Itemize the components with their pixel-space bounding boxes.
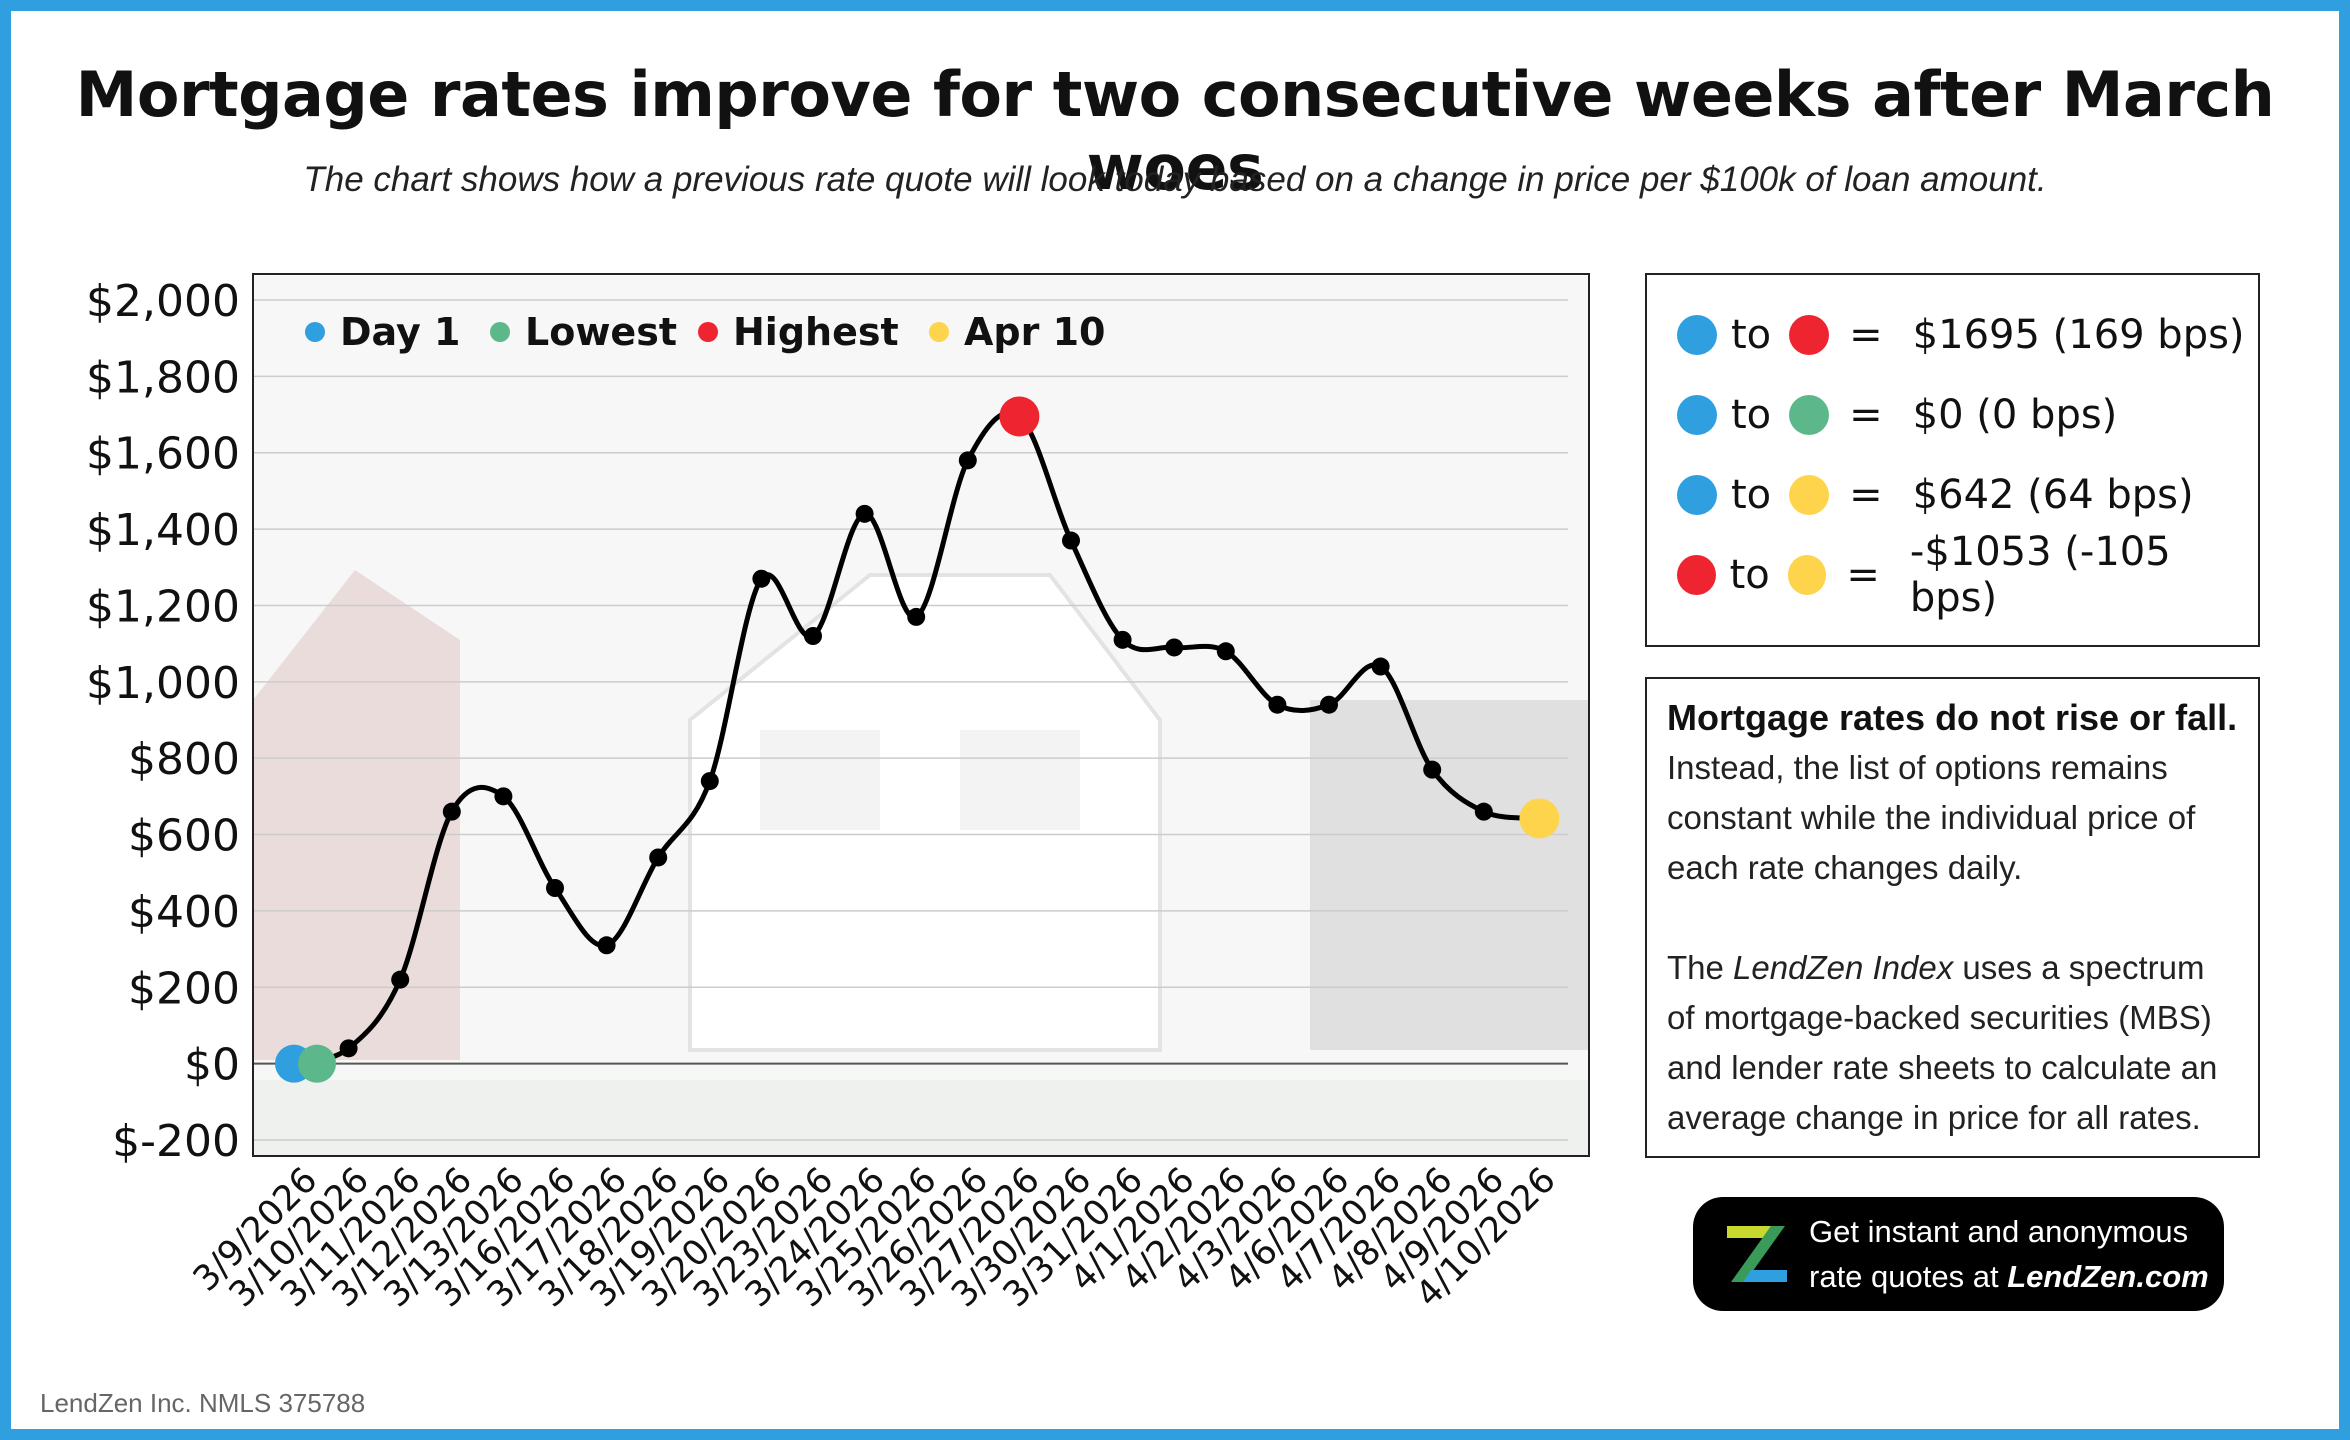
summary-row: to = -$1053 (-105 bps) [1677,529,2258,621]
summary-value: -$1053 (-105 bps) [1909,529,2171,621]
y-tick-label: $1,400 [86,505,240,556]
chart-title: Mortgage rates improve for two consecuti… [75,58,2275,204]
data-point [1474,802,1493,821]
to-word: to [1729,552,1770,598]
equals-sign: = [1849,312,1883,358]
data-point [1371,657,1390,676]
info-line: average change in price for all rates. [1667,1099,2201,1136]
data-point [442,802,461,821]
y-tick-label: $400 [128,887,240,938]
chart-subtitle: The chart shows how a previous rate quot… [303,160,2047,199]
cta-line-1: Get instant and anonymous [1809,1214,2189,1249]
equals-sign: = [1849,472,1883,518]
y-tick-label: $0 [184,1040,240,1091]
info-line: The LendZen Index uses a spectrum [1667,949,2205,986]
latest-dot [1787,555,1827,595]
data-point [649,848,668,867]
summary-row: to = $1695 (169 bps) [1677,305,2245,365]
info-line: Instead, the list of options remains [1667,749,2168,786]
y-tick-label: $200 [128,963,240,1014]
legend-label: Highest [733,310,899,354]
cta-line-2: rate quotes at LendZen.com [1809,1259,2209,1294]
data-point [546,879,564,897]
y-tick-label: $1,200 [86,581,240,632]
lowest-dot [1789,395,1830,435]
highest-marker [999,396,1040,437]
latest-marker [1519,798,1560,839]
lendzen-logo-icon [1727,1226,1787,1282]
to-word: to [1731,312,1772,358]
info-panel: Mortgage rates do not rise or fall. Inst… [1645,677,2260,1158]
data-point [391,970,410,989]
cta-text: Get instant and anonymous rate quotes at… [1809,1209,2209,1299]
highest-dot [1677,555,1716,595]
legend-label: Day 1 [340,310,460,354]
data-point [958,451,977,470]
data-point [855,504,874,523]
day1-dot [1677,315,1717,355]
equals-sign: = [1849,392,1883,438]
data-point [1423,760,1442,779]
day1-dot [1677,395,1717,435]
data-point [1320,695,1338,714]
data-point [1268,695,1287,714]
cta-brand-link: LendZen.com [2007,1259,2209,1294]
get-quotes-button[interactable]: Get instant and anonymous rate quotes at… [1693,1197,2224,1311]
summary-row: to = $0 (0 bps) [1677,385,2117,445]
to-word: to [1731,392,1772,438]
data-point [494,787,513,806]
data-point [1165,638,1184,657]
legend-swatch [698,322,718,342]
lendzen-index-term: LendZen Index [1733,949,1954,986]
data-point [804,627,822,645]
y-tick-label: $1,800 [86,352,240,403]
highest-dot [1789,315,1830,355]
y-tick-label: $2,000 [86,276,240,327]
rate-change-summary-panel: to = $1695 (169 bps) to = $0 (0 bps) to = $642 (… [1645,273,2260,647]
y-tick-label: $1,000 [86,658,240,709]
y-tick-label: $800 [128,734,240,785]
info-line: and lender rate sheets to calculate an [1667,1049,2218,1086]
data-point [1113,630,1132,649]
summary-value: $642 (64 bps) [1912,472,2194,518]
lowest-marker [298,1044,336,1083]
data-point [1216,642,1235,661]
info-heading: Mortgage rates do not rise or fall. [1667,697,2238,738]
data-point [597,936,616,955]
legend-swatch [305,322,325,342]
house-background-illustration [253,276,1590,1156]
info-line: constant while the individual price of [1667,799,2196,836]
y-tick-label: $-200 [112,1116,240,1167]
latest-dot [1789,475,1830,515]
plot-area-border [252,273,1590,1157]
data-point [339,1039,358,1058]
data-point [907,607,926,626]
y-tick-label: $600 [128,811,240,862]
data-point [752,569,771,588]
data-point [1062,531,1080,550]
day1-dot [1677,475,1717,515]
data-point [700,772,719,791]
info-line: each rate changes daily. [1667,849,2023,886]
legend-label: Apr 10 [964,310,1105,354]
summary-value: $1695 (169 bps) [1912,312,2245,358]
summary-row: to = $642 (64 bps) [1677,465,2194,525]
info-line: of mortgage-backed securities (MBS) [1667,999,2212,1036]
footer-nmls: LendZen Inc. NMLS 375788 [40,1388,366,1418]
chart-legend: Day 1 Lowest Highest Apr 10 [305,310,1105,354]
equals-sign: = [1846,552,1880,598]
legend-swatch [929,322,949,342]
to-word: to [1731,472,1772,518]
legend-label: Lowest [525,310,677,354]
y-tick-label: $1,600 [86,429,240,480]
legend-swatch [490,322,510,342]
summary-value: $0 (0 bps) [1912,392,2118,438]
